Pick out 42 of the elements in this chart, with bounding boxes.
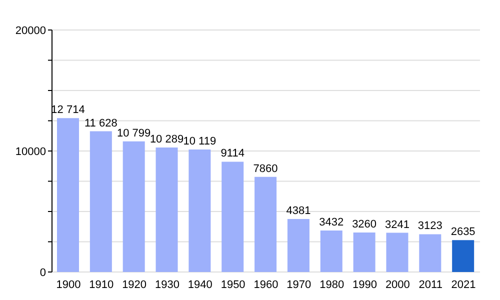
- x-tick-label: 1980: [320, 278, 344, 291]
- data-label: 10 799: [117, 127, 151, 140]
- bar: [122, 141, 145, 272]
- data-label: 3260: [352, 218, 377, 231]
- data-label: 12 714: [51, 104, 85, 116]
- y-tick-label: 0: [40, 266, 46, 279]
- x-tick-label: 2021: [451, 278, 476, 291]
- x-tick-label: 1960: [254, 278, 278, 291]
- bar: [156, 148, 178, 272]
- x-tick-label: 2011: [418, 278, 442, 291]
- bar: [320, 230, 342, 272]
- x-tick-label: 1970: [286, 278, 312, 291]
- x-tick-label: 1950: [220, 278, 246, 291]
- y-tick-label: 20000: [15, 24, 46, 37]
- bar: [57, 118, 79, 272]
- data-label: 10 119: [183, 136, 216, 148]
- bar: [90, 131, 112, 272]
- data-label: 4381: [286, 204, 311, 217]
- data-label: 7860: [253, 162, 278, 175]
- bar: [353, 232, 376, 272]
- bar: [386, 232, 408, 272]
- x-tick-label: 1990: [352, 278, 378, 291]
- data-label: 3432: [319, 216, 344, 228]
- data-label: 3123: [418, 220, 442, 232]
- x-tick-label: 1920: [122, 278, 147, 291]
- bar: [287, 218, 310, 272]
- bar: [419, 234, 442, 272]
- bar: [222, 162, 244, 272]
- x-tick-label: 1900: [56, 278, 81, 291]
- bar: [452, 240, 474, 272]
- data-label: 3241: [384, 218, 410, 231]
- bar: [254, 176, 277, 272]
- data-label: 10 289: [150, 134, 184, 146]
- x-tick-label: 1940: [188, 278, 212, 291]
- x-tick-label: 1910: [89, 278, 114, 291]
- data-label: 2635: [450, 226, 476, 238]
- data-label: 9114: [220, 148, 244, 160]
- bar: [188, 150, 211, 272]
- data-label: 11 628: [84, 117, 118, 130]
- x-tick-label: 2000: [385, 278, 410, 291]
- x-tick-label: 1930: [154, 278, 180, 291]
- y-tick-label: 10000: [15, 146, 46, 158]
